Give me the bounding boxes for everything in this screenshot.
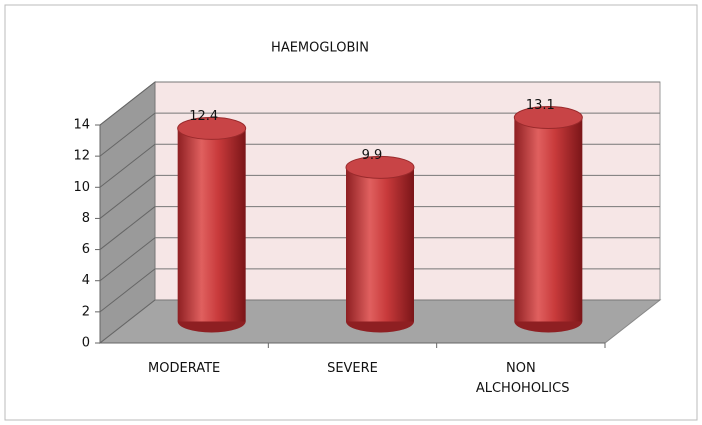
- grid-line-side: [99, 143, 156, 188]
- y-tick-label: 4: [82, 273, 90, 288]
- y-tick-label: 10: [73, 180, 90, 195]
- bar: [514, 117, 583, 322]
- grid-line-side: [99, 299, 156, 344]
- bar: [346, 167, 414, 322]
- bar-top: [513, 106, 583, 130]
- grid-line-side: [99, 237, 156, 282]
- y-tick-label: 2: [82, 304, 90, 319]
- value-label: 9.9: [362, 148, 383, 163]
- y-tick-label: 14: [73, 118, 90, 133]
- value-label: 12.4: [189, 109, 218, 124]
- value-label: 13.1: [526, 98, 555, 113]
- bar-top: [177, 116, 247, 140]
- x-tick-label: MODERATE: [148, 361, 221, 376]
- chart-title: HAEMOGLOBIN: [271, 41, 369, 56]
- grid-line-side: [99, 206, 156, 250]
- grid-line-side: [99, 81, 156, 126]
- grid-line-side: [99, 175, 156, 219]
- y-tick-label: 12: [73, 149, 90, 164]
- grid-line-side: [99, 268, 156, 313]
- y-tick-label: 0: [82, 336, 90, 351]
- bar: [177, 128, 246, 322]
- bar-top: [345, 155, 415, 179]
- y-tick-label: 6: [82, 242, 90, 257]
- y-tick-label: 8: [82, 211, 90, 226]
- grid-line-side: [99, 112, 156, 157]
- x-tick-label: NON ALCHOHOLICS: [475, 361, 570, 396]
- x-tick-label: SEVERE: [327, 361, 378, 376]
